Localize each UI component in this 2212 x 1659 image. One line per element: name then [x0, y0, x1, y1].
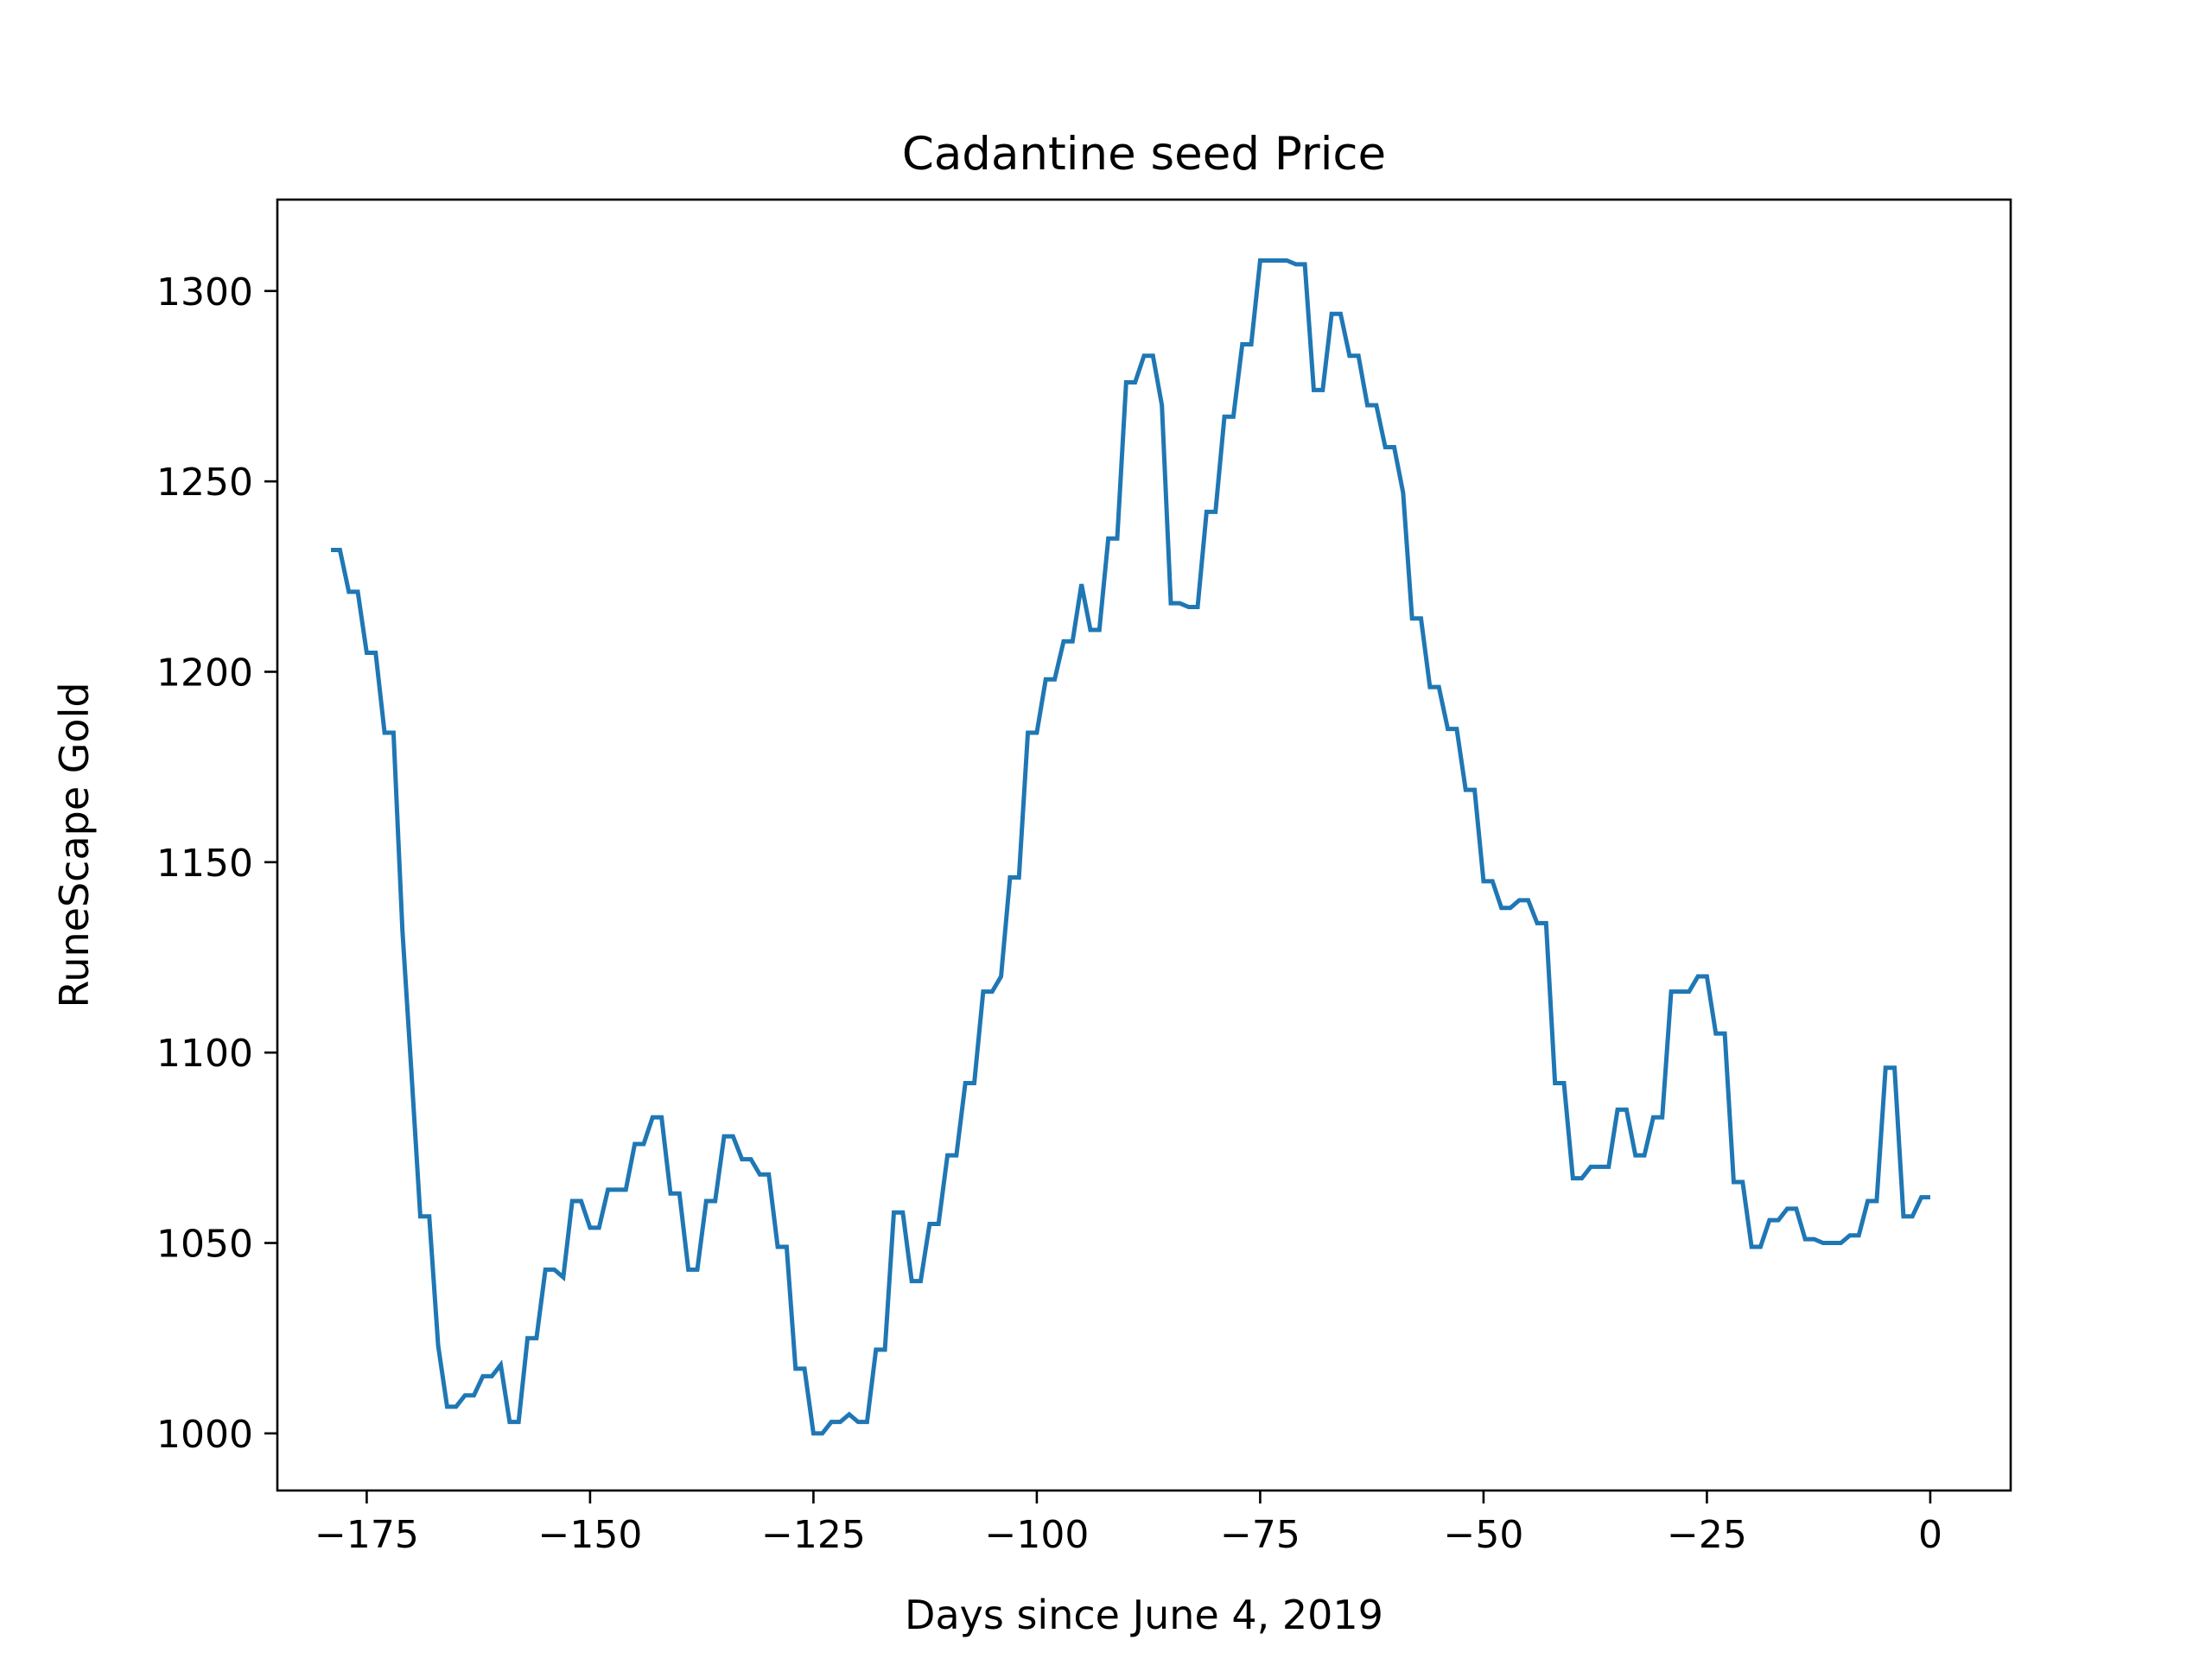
- x-axis-label: Days since June 4, 2019: [905, 1592, 1383, 1638]
- data-layer: [331, 258, 1930, 1436]
- series-line-0: [331, 258, 1930, 1436]
- x-tick-label: −150: [537, 1513, 642, 1557]
- x-tick-label: −100: [984, 1513, 1089, 1557]
- x-tick-label: −125: [761, 1513, 866, 1557]
- x-tick-label: −75: [1220, 1513, 1300, 1557]
- y-tick-label: 1300: [156, 270, 253, 315]
- x-tick-label: −175: [315, 1513, 419, 1557]
- y-tick-label: 1100: [156, 1032, 253, 1076]
- chart-title: Cadantine seed Price: [902, 128, 1386, 181]
- y-tick-label: 1000: [156, 1413, 253, 1457]
- plot-area-frame: [276, 198, 2012, 1492]
- y-tick-label: 1050: [156, 1223, 253, 1267]
- axes-layer: −175 −150 −125 −100 −75 −50 −25 0 1000 1050 1100 11…: [156, 270, 1942, 1557]
- x-tick-label: −25: [1667, 1513, 1747, 1557]
- y-tick-label: 1200: [156, 651, 253, 695]
- y-axis-label: RuneScape Gold: [51, 682, 98, 1007]
- y-tick-label: 1150: [156, 842, 253, 886]
- y-tick-label: 1250: [156, 461, 253, 505]
- x-tick-label: −50: [1443, 1513, 1523, 1557]
- x-tick-label: 0: [1918, 1513, 1942, 1557]
